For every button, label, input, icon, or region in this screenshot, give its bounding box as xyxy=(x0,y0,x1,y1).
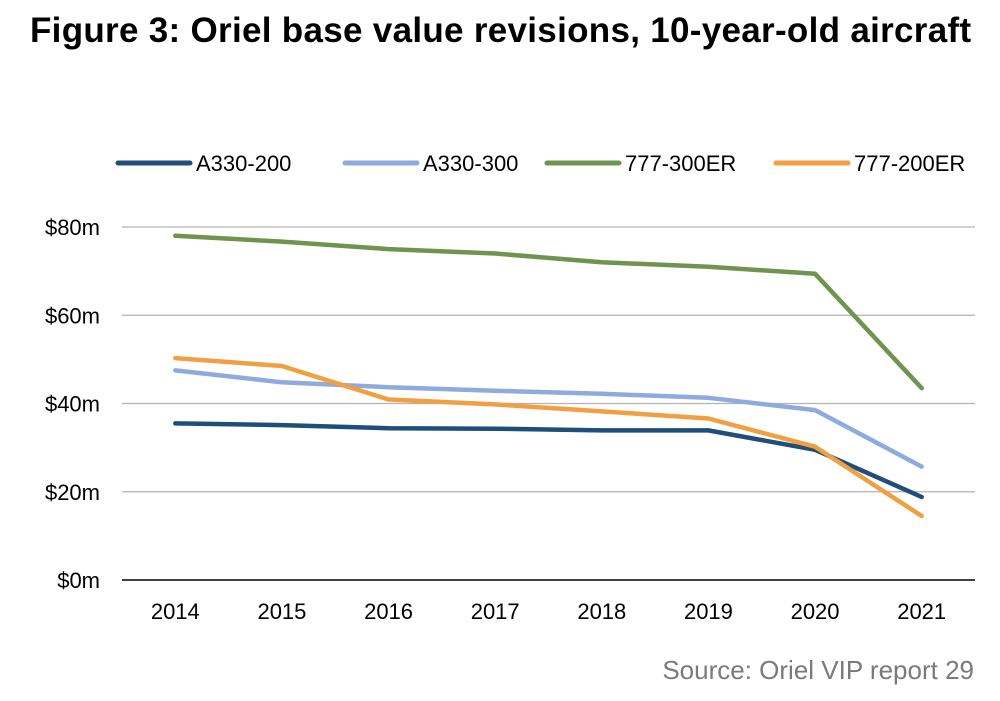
series-line-a330-300 xyxy=(173,368,924,469)
x-tick-label: 2020 xyxy=(791,599,840,624)
y-tick-label: $0m xyxy=(57,568,100,593)
y-tick-label: $80m xyxy=(45,215,100,240)
legend-label: A330-300 xyxy=(423,151,518,176)
legend: A330-200 A330-300 777-300ER 777-200ER xyxy=(115,151,965,176)
y-tick-label: $40m xyxy=(45,392,100,417)
y-tick-label: $60m xyxy=(45,303,100,328)
source-note: Source: Oriel VIP report 29 xyxy=(662,655,974,685)
x-axis-tick-labels: 2014 2015 2016 2017 2018 2019 2020 2021 xyxy=(151,599,946,624)
chart-title: Figure 3: Oriel base value revisions, 10… xyxy=(30,11,972,50)
y-axis-tick-labels: $0m $20m $40m $60m $80m xyxy=(45,215,100,593)
x-tick-label: 2021 xyxy=(897,599,946,624)
x-tick-label: 2016 xyxy=(364,599,413,624)
x-tick-label: 2017 xyxy=(471,599,520,624)
x-tick-label: 2018 xyxy=(577,599,626,624)
series-line-777-200er xyxy=(173,355,924,519)
y-tick-label: $20m xyxy=(45,480,100,505)
x-tick-label: 2015 xyxy=(257,599,306,624)
series-lines xyxy=(173,233,924,519)
legend-label: A330-200 xyxy=(196,151,291,176)
series-line-a330-200 xyxy=(173,421,924,500)
gridlines xyxy=(122,226,975,581)
x-tick-label: 2019 xyxy=(684,599,733,624)
legend-label: 777-200ER xyxy=(854,151,965,176)
series-line-777-300er xyxy=(173,233,924,391)
x-tick-label: 2014 xyxy=(151,599,200,624)
legend-label: 777-300ER xyxy=(625,151,736,176)
